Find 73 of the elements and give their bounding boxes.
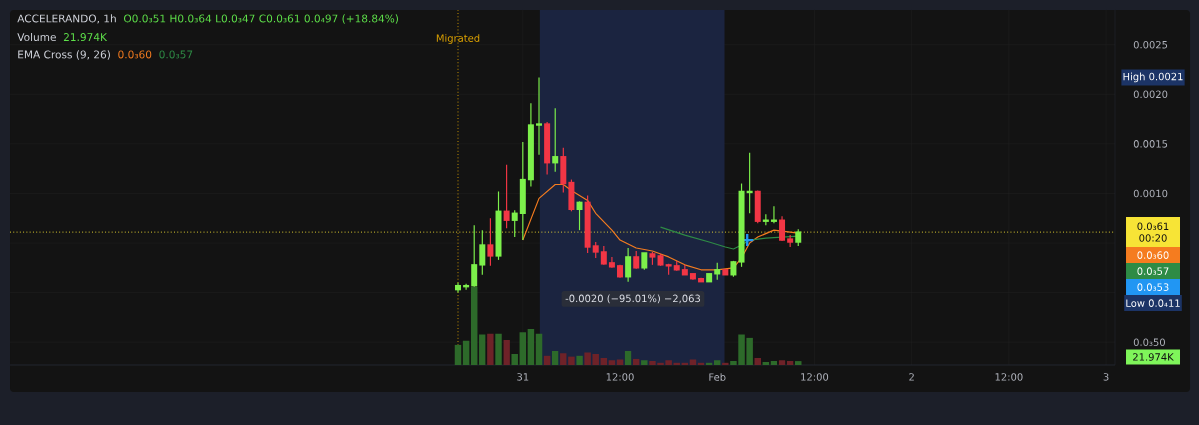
bar <box>568 356 575 365</box>
bar <box>462 340 470 365</box>
text: 21.974K <box>1133 353 1174 361</box>
candlestick <box>495 190 502 261</box>
bar <box>479 334 486 365</box>
bar <box>608 360 616 365</box>
text: 0.0₃60 <box>1137 251 1169 259</box>
y-tick-label: 0.0010 <box>1133 189 1168 198</box>
bar <box>487 333 494 365</box>
ref-line-label: 0.0₃61 00:20 <box>1137 222 1169 242</box>
candlestick <box>527 102 534 188</box>
annotation: -0.0020 (−95.01%) −2,063 <box>565 294 700 304</box>
bar <box>535 333 543 365</box>
bar <box>795 361 802 365</box>
bar <box>770 361 778 365</box>
x-tick-label: 31 <box>517 373 529 381</box>
candlestick <box>584 194 591 254</box>
candlestick <box>503 164 510 229</box>
candlestick <box>519 141 526 241</box>
bar <box>754 357 761 365</box>
bar <box>713 360 721 365</box>
candlestick <box>576 200 583 231</box>
x-tick-label: 2 <box>909 373 914 381</box>
chart-title: ACCELERANDO, 1h <box>17 14 116 24</box>
text: 0.0₃57 <box>1137 267 1169 275</box>
candlestick <box>560 147 567 194</box>
bar <box>786 361 794 365</box>
legend-title: EMA Cross (9, 26) <box>18 50 110 60</box>
candlestick <box>487 217 494 267</box>
candlestick <box>568 178 575 212</box>
annotation: 0.0₃60 <box>118 50 152 59</box>
bar <box>527 329 535 365</box>
x-tick-label: Feb <box>709 373 726 381</box>
text: 0.0₃53 <box>1137 283 1169 291</box>
y-tick-label: 0.0020 <box>1133 90 1168 99</box>
bar <box>503 340 510 365</box>
annotation: O0.0₃51 H0.0₃64 L0.0₃47 C0.0₃61 0.0₄97 (+18.84%) <box>123 14 398 24</box>
bar <box>495 333 502 365</box>
candlestick <box>779 215 786 242</box>
x-tick-label: 12:00 <box>801 373 829 381</box>
candlestick <box>552 107 559 173</box>
candlestick <box>787 234 794 248</box>
annotation: 0.0₃57 <box>159 50 193 59</box>
candlestick <box>625 247 632 283</box>
bar <box>454 344 462 365</box>
x-tick-label: 3 <box>1103 373 1109 381</box>
y-tick-label: 0.0₃50 <box>1133 338 1165 346</box>
candlestick <box>600 245 607 266</box>
candlestick <box>479 229 486 276</box>
bar <box>551 350 559 365</box>
candlestick <box>544 121 551 176</box>
bar <box>560 353 567 365</box>
y-tick-label: 0.0015 <box>1133 140 1168 148</box>
bar <box>778 360 786 365</box>
candlestick <box>754 189 761 224</box>
bar <box>762 361 770 365</box>
bar <box>624 350 632 365</box>
bar <box>511 354 518 365</box>
annotation: 21.974K <box>63 33 108 42</box>
y-tick-label: 0.0025 <box>1133 40 1168 49</box>
text: High 0.0021 <box>1123 72 1183 83</box>
candlestick <box>536 76 543 156</box>
text: Low 0.0₄11 <box>1126 299 1180 307</box>
bar <box>600 357 608 365</box>
candlestick <box>471 224 478 288</box>
annotation: Volume <box>17 32 56 42</box>
candlestick <box>511 209 518 238</box>
x-tick-label: 12:00 <box>995 373 1023 381</box>
ref-line-label: Migrated <box>436 34 480 44</box>
bar <box>641 360 648 365</box>
bar <box>519 332 527 365</box>
candlestick <box>738 182 745 268</box>
x-tick-label: 12:00 <box>606 373 634 381</box>
